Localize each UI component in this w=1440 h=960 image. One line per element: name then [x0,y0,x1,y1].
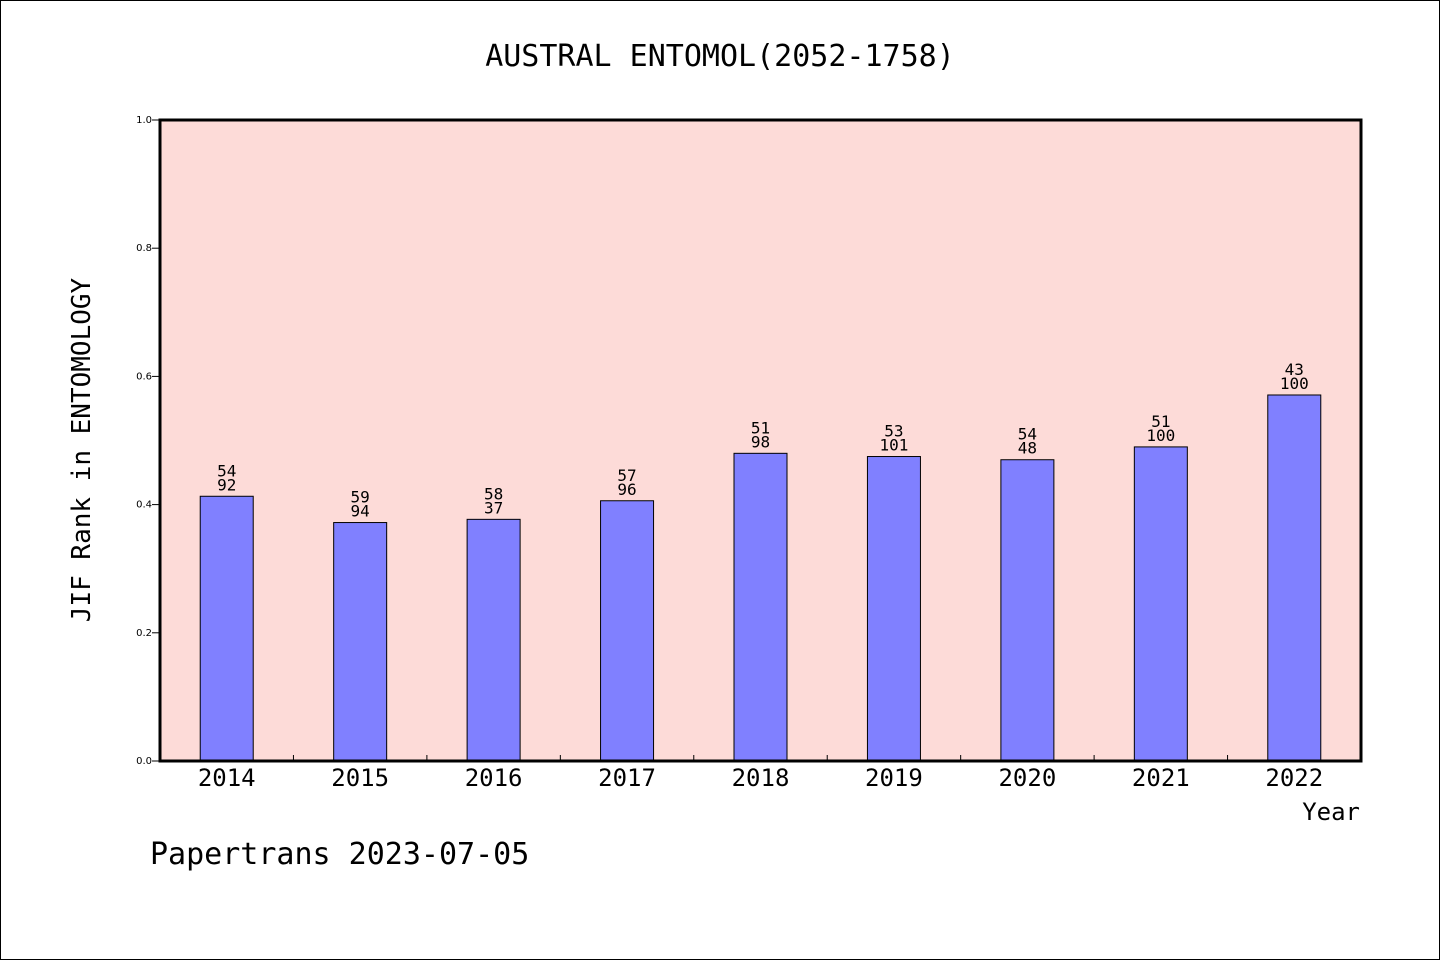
y-tick-label: 0.8 [136,243,152,254]
bar-label-bottom: 92 [217,475,236,494]
bar-label-top: 58 [484,484,503,503]
bar [733,452,788,762]
y-axis-ticks: 0.0 0.2 0.4 0.6 0.8 1.0 [136,115,160,767]
x-tick-label: 2016 [465,764,523,792]
bar-label-bottom: 100 [1146,426,1175,445]
bar-label-top: 59 [351,488,370,507]
bar-label-bottom: 101 [879,436,908,455]
y-tick-label: 0.0 [136,756,152,767]
x-tick-label: 2022 [1265,764,1323,792]
bar [333,522,388,762]
footer-text: Papertrans 2023-07-05 [150,837,529,872]
bar [1000,459,1055,762]
x-tick-label: 2019 [865,764,923,792]
bar-label-bottom: 98 [751,432,770,451]
bar [1133,446,1188,762]
bar-label-top: 54 [217,461,236,480]
bars-group [199,394,1322,762]
bar-label-bottom: 37 [484,498,503,517]
bar-label-top: 53 [884,422,903,441]
bar-label-top: 51 [1151,412,1170,431]
x-axis-label: Year [1302,798,1360,826]
x-tick-label: 2020 [998,764,1056,792]
x-axis-ticks: 2014 2015 2016 2017 2018 2019 2020 2021 2022 [198,755,1323,792]
bar-label-top: 57 [617,466,636,485]
bar [600,500,655,762]
y-axis-label: JIF Rank in ENTOMOLOGY [67,277,97,622]
bar-label-top: 54 [1018,425,1037,444]
x-tick-label: 2015 [331,764,389,792]
bar-label-bottom: 48 [1018,439,1037,458]
x-tick-label: 2021 [1132,764,1190,792]
y-tick-label: 0.2 [136,628,152,639]
bar-label-bottom: 100 [1280,374,1309,393]
bar-label-top: 43 [1285,360,1304,379]
bar [866,456,921,762]
bar-label-bottom: 94 [351,502,370,521]
chart-title: AUSTRAL ENTOMOL(2052-1758) [485,39,955,74]
y-tick-label: 1.0 [136,115,152,126]
y-tick-label: 0.4 [136,500,152,511]
y-tick-label: 0.6 [136,371,152,382]
x-tick-label: 2017 [598,764,656,792]
bar [466,518,521,762]
x-tick-label: 2014 [198,764,256,792]
bar-label-bottom: 96 [617,480,636,499]
bar [199,495,254,762]
plot-border [158,118,1363,763]
x-tick-label: 2018 [732,764,790,792]
bar-label-top: 51 [751,418,770,437]
bar [1267,394,1322,762]
